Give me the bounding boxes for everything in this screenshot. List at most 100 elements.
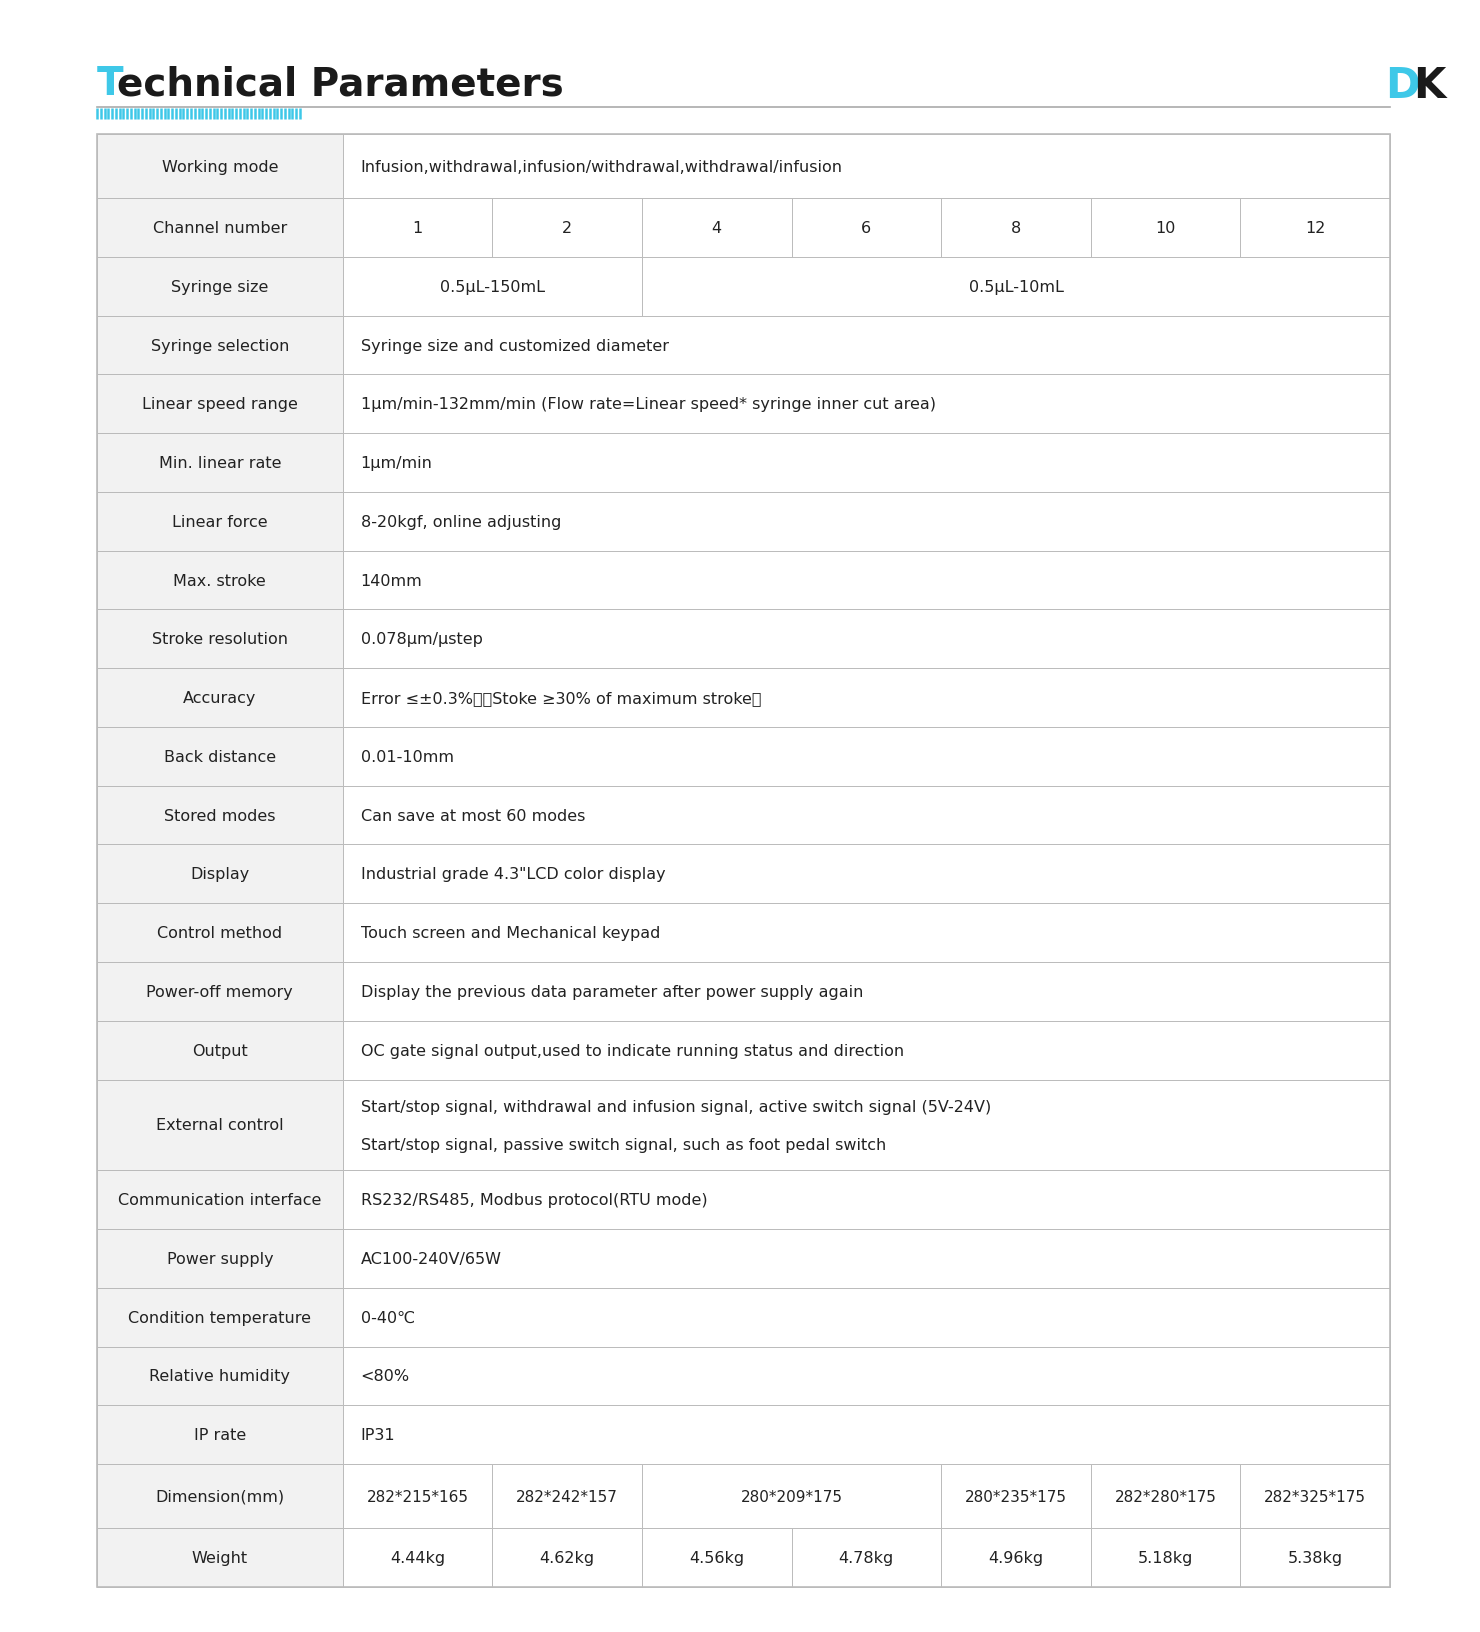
Text: Min. linear rate: Min. linear rate	[158, 455, 281, 470]
Bar	[343, 904, 1390, 963]
Text: 10: 10	[1156, 220, 1175, 237]
Text: 8-20kgf, online adjusting: 8-20kgf, online adjusting	[361, 514, 561, 529]
Bar	[98, 787, 343, 845]
Bar	[98, 904, 343, 963]
Bar	[642, 1528, 792, 1586]
Bar	[343, 199, 493, 258]
Bar	[343, 728, 1390, 787]
Bar	[1240, 199, 1390, 258]
Text: Display the previous data parameter after power supply again: Display the previous data parameter afte…	[361, 984, 863, 999]
Text: Start/stop signal, withdrawal and infusion signal, active switch signal (5V-24V): Start/stop signal, withdrawal and infusi…	[361, 1100, 992, 1115]
Bar	[98, 258, 343, 317]
Text: 4.62kg: 4.62kg	[540, 1550, 595, 1565]
Text: Start/stop signal, passive switch signal, such as foot pedal switch: Start/stop signal, passive switch signal…	[361, 1138, 887, 1152]
Text: Power supply: Power supply	[167, 1252, 274, 1266]
Bar	[493, 199, 642, 258]
Text: 4: 4	[712, 220, 722, 237]
Bar	[941, 1464, 1091, 1528]
Bar	[98, 1229, 343, 1288]
Bar	[98, 728, 343, 787]
Bar	[343, 1528, 493, 1586]
Bar	[98, 434, 343, 493]
Bar	[792, 199, 941, 258]
Bar	[1240, 1528, 1390, 1586]
Bar	[98, 669, 343, 728]
Text: 140mm: 140mm	[361, 573, 422, 588]
Text: Display: Display	[191, 867, 250, 881]
Text: 0.078μm/μstep: 0.078μm/μstep	[361, 632, 482, 646]
Bar	[98, 135, 1390, 1586]
Text: Error ≤±0.3%　（Stoke ≥30% of maximum stroke）: Error ≤±0.3% （Stoke ≥30% of maximum stro…	[361, 690, 761, 705]
Text: 4.96kg: 4.96kg	[989, 1550, 1043, 1565]
Text: IP31: IP31	[361, 1428, 395, 1443]
Bar	[343, 963, 1390, 1022]
Text: Stored modes: Stored modes	[164, 808, 275, 823]
Bar	[98, 610, 343, 669]
Text: 2: 2	[562, 220, 573, 237]
Bar	[98, 135, 343, 199]
Text: Accuracy: Accuracy	[184, 690, 256, 705]
Bar	[642, 199, 792, 258]
Bar	[98, 1528, 343, 1586]
Text: AC100-240V/65W: AC100-240V/65W	[361, 1252, 502, 1266]
Bar	[343, 552, 1390, 610]
Bar	[343, 135, 1390, 199]
Text: External control: External control	[155, 1118, 284, 1133]
Text: Industrial grade 4.3"LCD color display: Industrial grade 4.3"LCD color display	[361, 867, 666, 881]
Bar	[343, 787, 1390, 845]
Text: echnical Parameters: echnical Parameters	[117, 65, 564, 103]
Bar	[98, 317, 343, 375]
Text: OC gate signal output,used to indicate running status and direction: OC gate signal output,used to indicate r…	[361, 1043, 904, 1058]
Bar	[98, 199, 343, 258]
Bar	[343, 493, 1390, 552]
Text: Working mode: Working mode	[161, 160, 278, 175]
Bar	[98, 493, 343, 552]
Text: Linear force: Linear force	[172, 514, 268, 529]
Bar	[98, 1405, 343, 1464]
Text: 1μm/min-132mm/min (Flow rate=Linear speed* syringe inner cut area): 1μm/min-132mm/min (Flow rate=Linear spee…	[361, 397, 935, 411]
Bar	[98, 375, 343, 434]
Bar	[343, 1170, 1390, 1229]
Text: 6: 6	[861, 220, 872, 237]
Text: 282*280*175: 282*280*175	[1114, 1488, 1217, 1503]
Text: 0.01-10mm: 0.01-10mm	[361, 749, 454, 764]
Text: Linear speed range: Linear speed range	[142, 397, 297, 411]
Bar	[343, 1346, 1390, 1405]
Text: 1: 1	[413, 220, 423, 237]
Bar	[1240, 1464, 1390, 1528]
Bar	[1091, 199, 1240, 258]
Bar	[343, 434, 1390, 493]
Bar	[98, 1080, 343, 1170]
Bar	[343, 1022, 1390, 1080]
Bar	[941, 199, 1091, 258]
Bar	[642, 258, 1390, 317]
Text: 4.78kg: 4.78kg	[839, 1550, 894, 1565]
Text: Can save at most 60 modes: Can save at most 60 modes	[361, 808, 585, 823]
Text: Stroke resolution: Stroke resolution	[152, 632, 287, 646]
Text: <80%: <80%	[361, 1369, 410, 1384]
Text: K: K	[1413, 65, 1446, 108]
Text: 1μm/min: 1μm/min	[361, 455, 432, 470]
Text: Communication interface: Communication interface	[118, 1193, 321, 1208]
Bar	[941, 1528, 1091, 1586]
Bar	[343, 1229, 1390, 1288]
Bar	[792, 1528, 941, 1586]
Text: 5.38kg: 5.38kg	[1288, 1550, 1342, 1565]
Text: 0.5μL-10mL: 0.5μL-10mL	[968, 279, 1064, 294]
Bar	[98, 845, 343, 904]
Text: 280*235*175: 280*235*175	[965, 1488, 1067, 1503]
Text: RS232/RS485, Modbus protocol(RTU mode): RS232/RS485, Modbus protocol(RTU mode)	[361, 1193, 707, 1208]
Text: Back distance: Back distance	[164, 749, 275, 764]
Bar	[98, 552, 343, 610]
Text: Infusion,withdrawal,infusion/withdrawal,withdrawal/infusion: Infusion,withdrawal,infusion/withdrawal,…	[361, 160, 842, 175]
Text: Max. stroke: Max. stroke	[173, 573, 266, 588]
Text: Dimension(mm): Dimension(mm)	[155, 1488, 284, 1503]
Text: D: D	[1385, 65, 1419, 108]
Bar	[98, 1464, 343, 1528]
Bar	[343, 1080, 1390, 1170]
Bar	[343, 610, 1390, 669]
Text: 0.5μL-150mL: 0.5μL-150mL	[440, 279, 545, 294]
Bar	[343, 1405, 1390, 1464]
Text: Power-off memory: Power-off memory	[147, 984, 293, 999]
Bar	[343, 845, 1390, 904]
